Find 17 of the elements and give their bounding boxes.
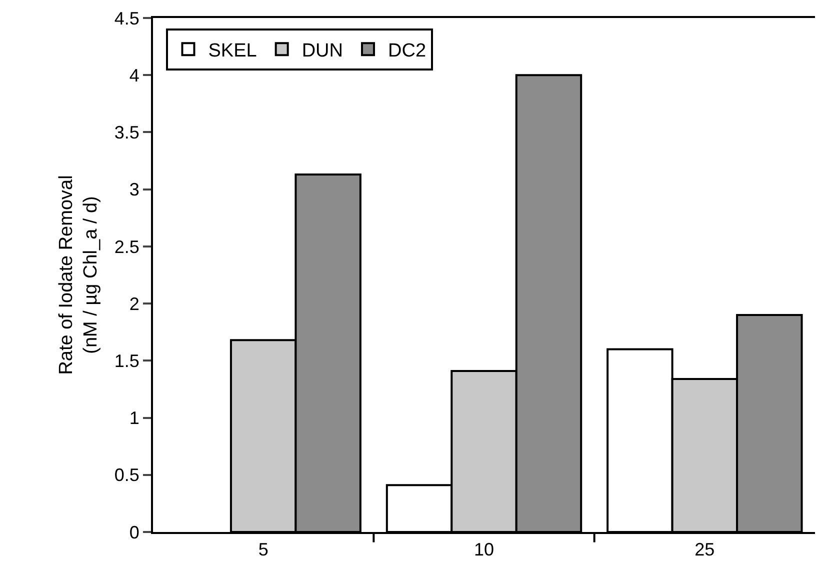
- y-tick-label: 1: [129, 408, 140, 428]
- y-axis-title: Rate of Iodate Removal (nM / µg Chl_a / d): [56, 175, 102, 375]
- y-tick-label: 0.5: [114, 465, 140, 486]
- legend-label: DC2: [388, 40, 426, 62]
- x-tick-label: 5: [258, 540, 268, 560]
- y-tick-label: 0: [129, 522, 140, 542]
- y-tick-label: 3.5: [114, 122, 140, 143]
- y-tick-label: 4.5: [114, 8, 140, 28]
- y-tick-label: 3: [129, 180, 140, 200]
- x-tick-label: 25: [694, 540, 715, 560]
- y-tick-label: 1.5: [114, 350, 140, 371]
- x-tick-label: 10: [474, 540, 494, 560]
- legend-label: SKEL: [208, 40, 257, 62]
- y-tick-label: 2: [129, 294, 140, 314]
- legend-label: DUN: [302, 40, 344, 62]
- y-tick-label: 2.5: [114, 236, 140, 257]
- y-tick-label: 4: [129, 65, 140, 86]
